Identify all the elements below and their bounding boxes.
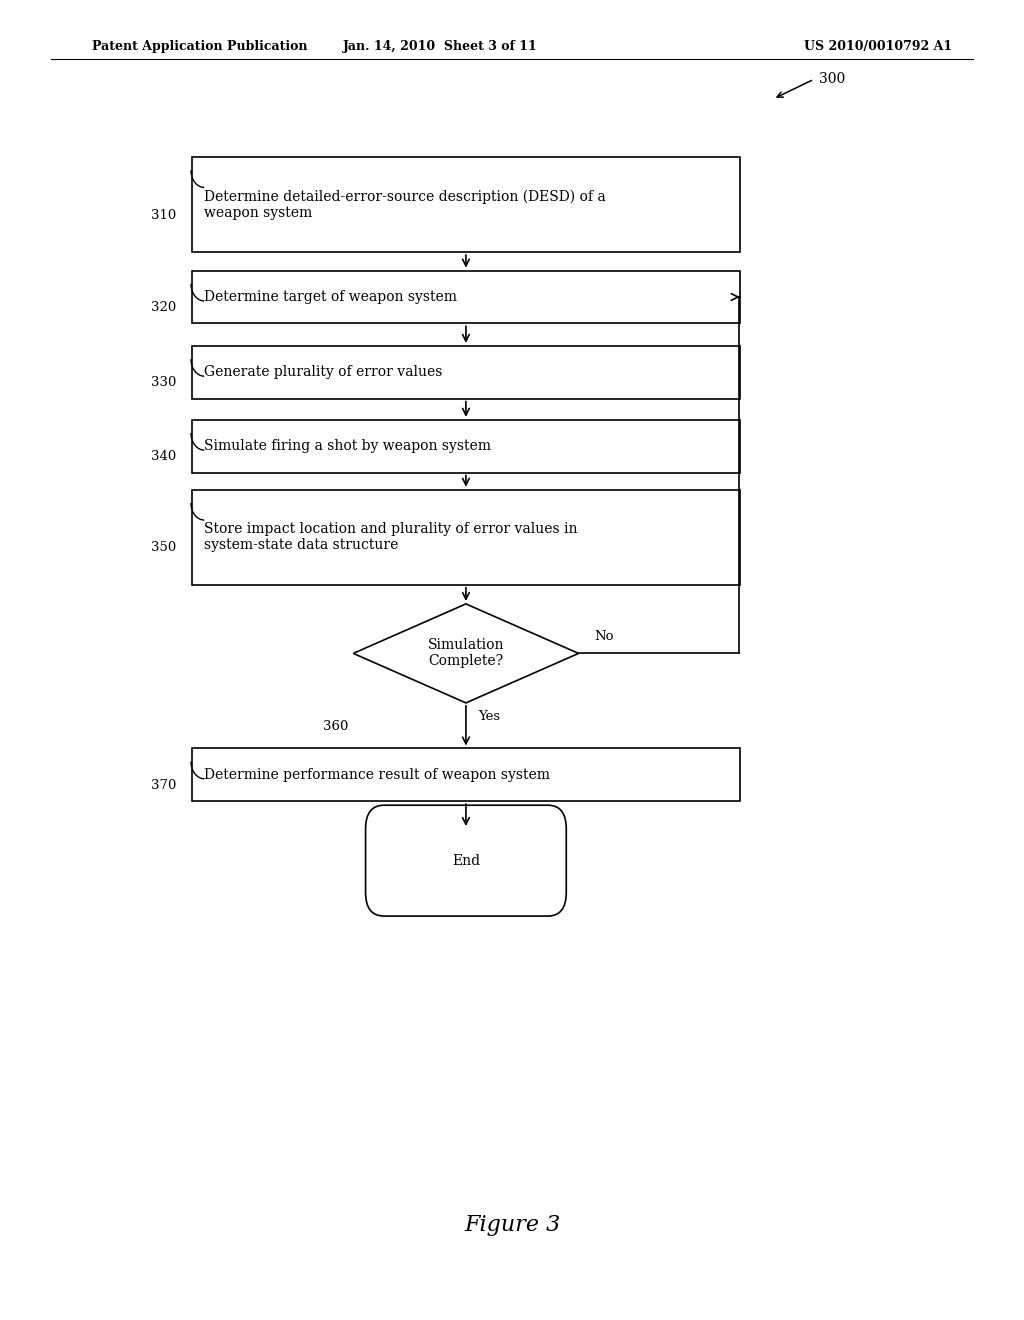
FancyBboxPatch shape [193,157,739,252]
FancyBboxPatch shape [193,748,739,801]
Text: Figure 3: Figure 3 [464,1214,560,1236]
Text: Simulate firing a shot by weapon system: Simulate firing a shot by weapon system [205,440,492,453]
Text: Yes: Yes [478,710,501,722]
Text: 330: 330 [152,376,176,389]
Polygon shape [353,605,579,702]
Text: 350: 350 [152,541,176,554]
FancyBboxPatch shape [193,490,739,585]
Text: 340: 340 [152,450,176,463]
Text: 310: 310 [152,209,176,222]
Text: End: End [452,854,480,867]
Text: Store impact location and plurality of error values in
system-state data structu: Store impact location and plurality of e… [205,523,578,552]
Text: 360: 360 [323,721,348,733]
Text: Determine performance result of weapon system: Determine performance result of weapon s… [205,768,550,781]
Text: Generate plurality of error values: Generate plurality of error values [205,366,442,379]
Text: Determine detailed-error-source description (DESD) of a
weapon system: Determine detailed-error-source descript… [205,189,606,220]
Text: 370: 370 [152,779,176,792]
Text: US 2010/0010792 A1: US 2010/0010792 A1 [804,40,952,53]
FancyBboxPatch shape [193,271,739,323]
FancyBboxPatch shape [193,346,739,399]
Text: Patent Application Publication: Patent Application Publication [92,40,307,53]
Text: 300: 300 [819,73,846,86]
Text: No: No [594,630,613,643]
FancyBboxPatch shape [366,805,566,916]
Text: Simulation
Complete?: Simulation Complete? [428,639,504,668]
Text: Determine target of weapon system: Determine target of weapon system [205,290,458,304]
Text: 320: 320 [152,301,176,314]
Text: Jan. 14, 2010  Sheet 3 of 11: Jan. 14, 2010 Sheet 3 of 11 [343,40,538,53]
FancyBboxPatch shape [193,420,739,473]
